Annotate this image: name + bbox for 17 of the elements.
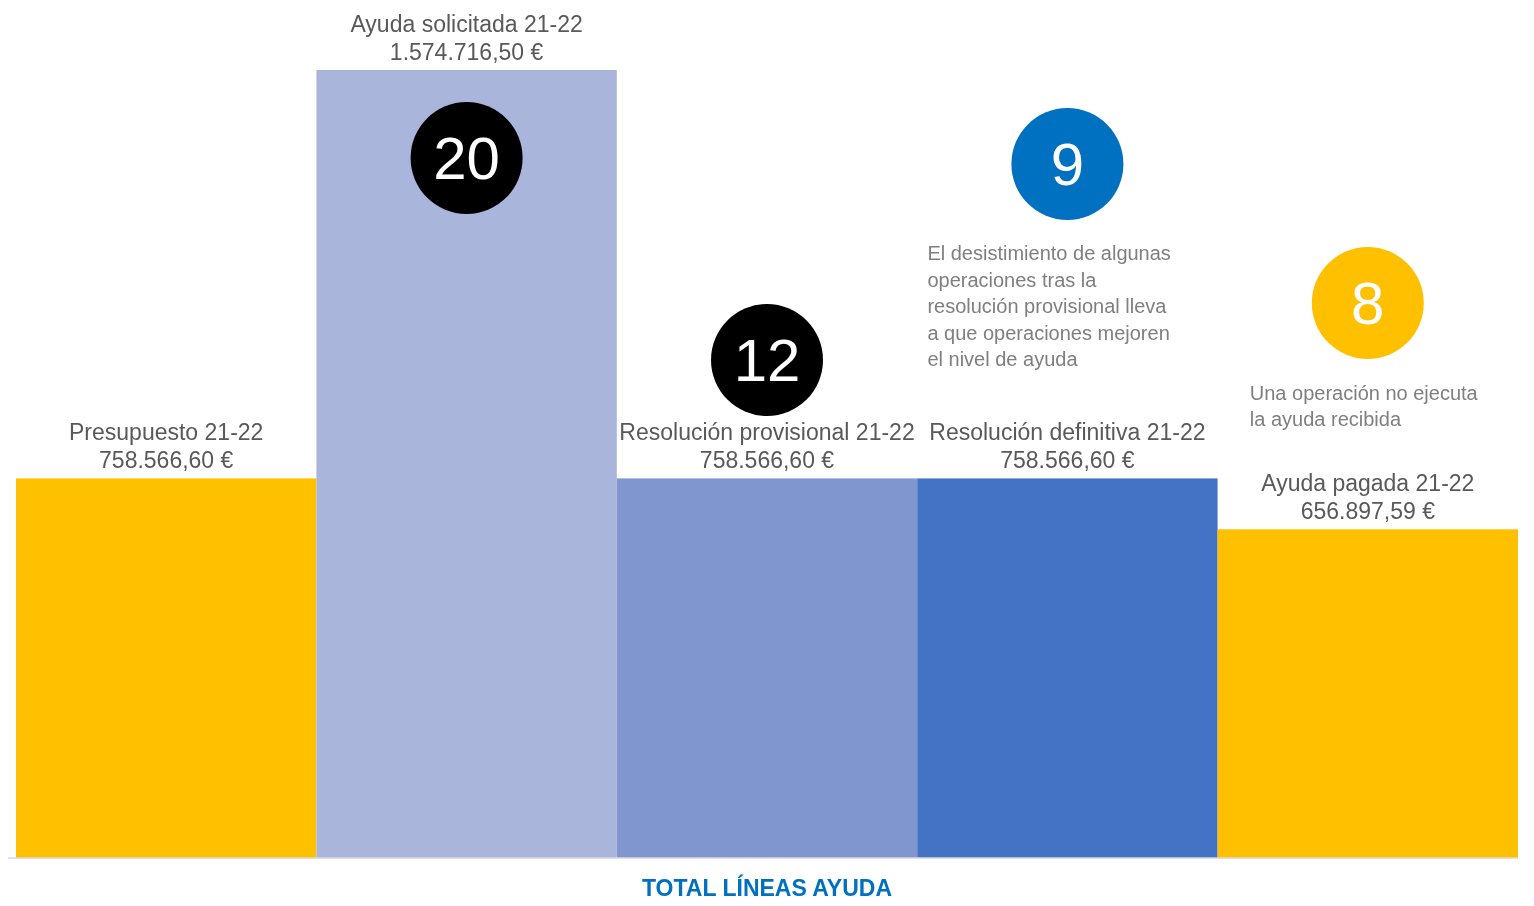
data-label: 758.566,60 € [99, 447, 234, 474]
data-label: 758.566,60 € [1000, 447, 1135, 474]
annotation: Una operación no ejecuta la ayuda recibida [1249, 381, 1479, 431]
x-tick-label: Ayuda solicitada 21-22 [350, 11, 583, 37]
data-label: 1.574.716,50 € [389, 39, 544, 65]
x-tick-label: Presupuesto 21-22 [69, 419, 264, 446]
x-tick-label: Resolución definitiva 21-22 [929, 419, 1206, 446]
annotation: 12 [733, 327, 801, 394]
data-label: 758.566,60 € [699, 447, 835, 474]
annotation: 9 [1050, 131, 1085, 198]
data-label: 656.897,59 € [1300, 498, 1436, 525]
x-tick-label: Resolución provisional 21-22 [619, 419, 915, 446]
annotation: 8 [1351, 270, 1385, 337]
annotation: 20 [433, 125, 500, 192]
annotation: El desistimiento de algunas operaciones tras la resolución provisional lleva a que operaciones mejoren el nivel de ayuda [927, 242, 1171, 370]
x-axis-title: TOTAL LÍNEAS AYUDA [641, 874, 893, 901]
x-tick-label: Ayuda pagada 21-22 [1261, 470, 1475, 497]
